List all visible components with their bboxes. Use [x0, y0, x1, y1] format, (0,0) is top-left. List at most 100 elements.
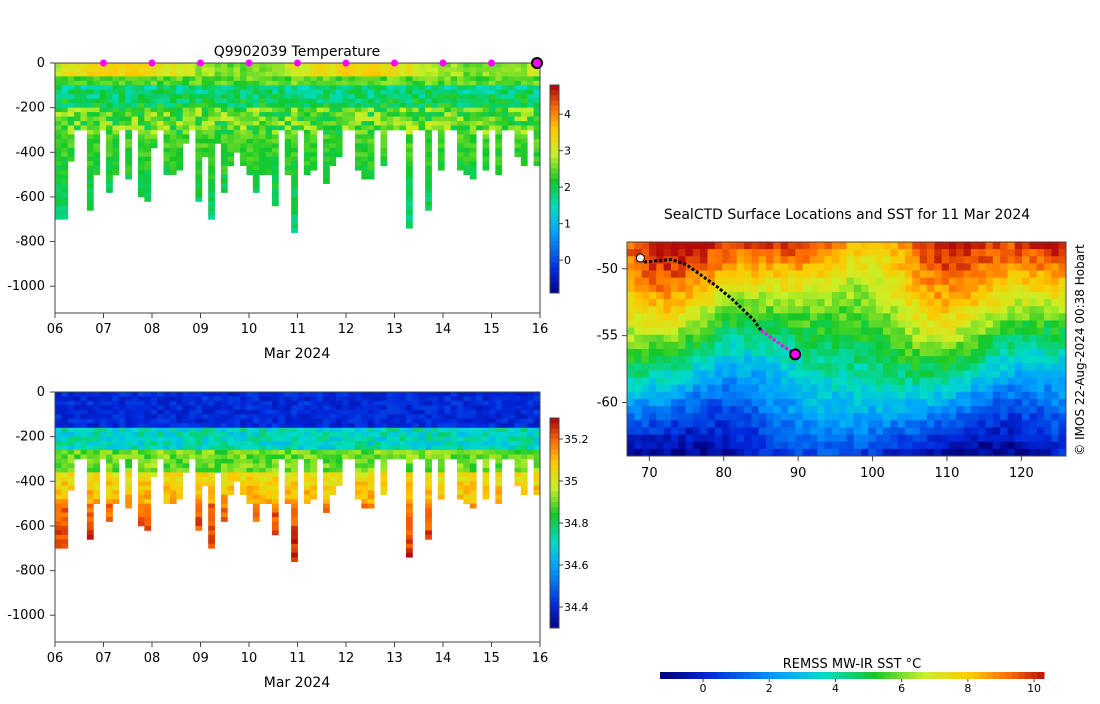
data-cell	[278, 428, 285, 433]
sst-cell	[927, 292, 935, 300]
data-cell	[463, 148, 470, 153]
data-cell	[406, 179, 413, 184]
data-cell	[138, 161, 145, 166]
sst-cell	[971, 306, 979, 314]
data-cell	[208, 175, 215, 180]
data-cell	[291, 508, 298, 513]
data-cell	[112, 121, 119, 126]
data-cell	[387, 108, 394, 113]
sst-cell	[868, 385, 876, 393]
sst-cell	[861, 285, 869, 293]
data-cell	[451, 63, 458, 68]
data-cell	[425, 161, 432, 166]
data-cell	[240, 441, 247, 446]
data-cell	[55, 99, 62, 104]
sst-cell	[810, 342, 818, 350]
data-cell	[342, 112, 349, 117]
sst-cell	[847, 249, 855, 257]
data-cell	[425, 526, 432, 531]
sst-cell	[751, 249, 759, 257]
data-cell	[157, 72, 164, 77]
data-cell	[387, 419, 394, 424]
sst-cell	[890, 242, 898, 250]
data-cell	[189, 401, 196, 406]
data-cell	[253, 76, 260, 81]
sst-cell	[942, 349, 950, 357]
data-cell	[195, 157, 202, 162]
data-cell	[432, 401, 439, 406]
sst-cell	[1015, 335, 1023, 343]
data-cell	[240, 419, 247, 424]
data-cell	[323, 63, 330, 68]
data-cell	[444, 112, 451, 117]
data-cell	[272, 175, 279, 180]
data-cell	[112, 90, 119, 95]
data-cell	[151, 410, 158, 415]
data-cell	[176, 450, 183, 455]
data-cell	[329, 121, 336, 126]
data-cell	[266, 112, 273, 117]
data-cell	[425, 197, 432, 202]
data-cell	[55, 495, 62, 500]
sst-cell	[693, 342, 701, 350]
data-cell	[119, 392, 126, 397]
data-cell	[253, 184, 260, 189]
data-cell	[259, 396, 266, 401]
data-cell	[163, 499, 170, 504]
data-cell	[406, 206, 413, 211]
data-cell	[451, 401, 458, 406]
data-cell	[412, 441, 419, 446]
data-cell	[240, 76, 247, 81]
data-cell	[495, 486, 502, 491]
data-cell	[521, 486, 528, 491]
data-cell	[495, 441, 502, 446]
data-cell	[387, 94, 394, 99]
data-cell	[68, 76, 75, 81]
data-cell	[246, 117, 253, 122]
data-cell	[93, 117, 100, 122]
data-cell	[106, 152, 113, 157]
data-cell	[406, 72, 413, 77]
sst-cell	[1037, 278, 1045, 286]
data-cell	[412, 419, 419, 424]
sst-cell	[810, 285, 818, 293]
data-cell	[253, 103, 260, 108]
data-cell	[432, 99, 439, 104]
sst-cell	[964, 249, 972, 257]
data-cell	[61, 495, 68, 500]
data-cell	[208, 508, 215, 513]
data-cell	[349, 432, 356, 437]
data-cell	[534, 72, 541, 77]
sst-cell	[729, 378, 737, 386]
data-cell	[502, 396, 509, 401]
sst-cell	[642, 399, 650, 407]
sst-cell	[722, 263, 730, 271]
data-cell	[463, 432, 470, 437]
sst-cell	[898, 370, 906, 378]
sst-cell	[700, 299, 708, 307]
data-cell	[93, 85, 100, 90]
sst-cell	[744, 278, 752, 286]
data-cell	[412, 432, 419, 437]
data-cell	[87, 437, 94, 442]
sst-cell	[678, 285, 686, 293]
data-cell	[361, 90, 368, 95]
sst-cell	[1051, 385, 1059, 393]
data-cell	[170, 405, 177, 410]
data-cell	[253, 423, 260, 428]
sst-cell	[751, 285, 759, 293]
data-cell	[438, 419, 445, 424]
data-cell	[406, 121, 413, 126]
data-cell	[310, 468, 317, 473]
data-cell	[119, 446, 126, 451]
data-cell	[170, 157, 177, 162]
data-cell	[240, 405, 247, 410]
data-cell	[246, 481, 253, 486]
data-cell	[476, 414, 483, 419]
data-cell	[68, 103, 75, 108]
data-cell	[106, 486, 113, 491]
data-cell	[246, 139, 253, 144]
sst-cell	[656, 278, 664, 286]
data-cell	[361, 423, 368, 428]
sst-cell	[751, 342, 759, 350]
